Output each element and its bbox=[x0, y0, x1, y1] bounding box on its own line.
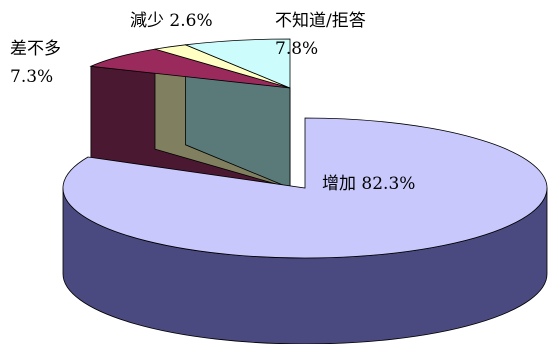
label-decrease: 減少 2.6% bbox=[130, 11, 213, 31]
label-same-name: 差不多 bbox=[10, 39, 61, 59]
label-unknown-value: 7.8% bbox=[275, 39, 319, 59]
slice-top-increase bbox=[62, 117, 548, 259]
label-same-value: 7.3% bbox=[10, 67, 54, 87]
slice-top-2 bbox=[183, 38, 291, 89]
slice-top-0 bbox=[89, 48, 291, 89]
label-unknown-name: 不知道/拒答 bbox=[275, 11, 366, 31]
label-increase: 增加 82.3% bbox=[322, 174, 416, 194]
